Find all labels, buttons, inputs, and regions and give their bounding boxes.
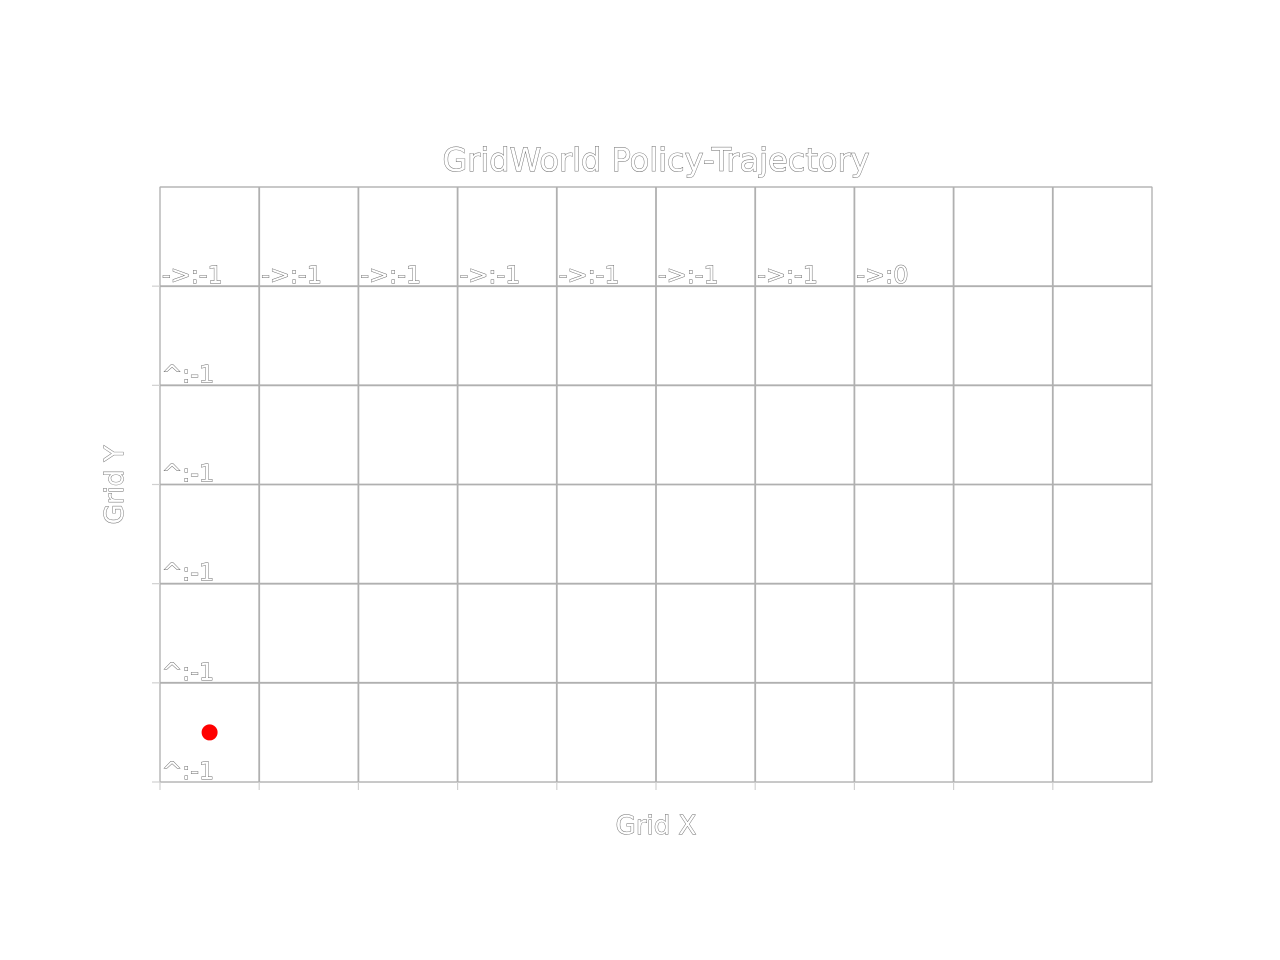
- policy-annotation: ->:0: [856, 261, 908, 289]
- policy-annotation: ^:-1: [162, 757, 214, 785]
- x-axis-label: Grid X: [616, 811, 697, 841]
- policy-annotation: ->:-1: [162, 261, 223, 289]
- policy-annotation: ->:-1: [559, 261, 620, 289]
- policy-annotation: ^:-1: [162, 460, 214, 488]
- policy-annotation: ->:-1: [460, 261, 521, 289]
- agent-marker: [201, 724, 218, 741]
- policy-annotation: ^:-1: [162, 559, 214, 587]
- policy-annotation: ^:-1: [162, 360, 214, 388]
- policy-annotation: ->:-1: [261, 261, 322, 289]
- y-axis-label: Grid Y: [100, 446, 130, 525]
- policy-annotation: ^:-1: [162, 658, 214, 686]
- plot-area: ^:-1 ^:-1 ^:-1 ^:-1 ^:-1 ->:-1 ->:-1 ->:-1 ->:-1…: [152, 186, 1153, 790]
- chart-title: GridWorld Policy-Trajectory: [442, 141, 869, 179]
- policy-annotation: ->:-1: [658, 261, 719, 289]
- policy-annotation: ->:-1: [360, 261, 421, 289]
- policy-annotation: ->:-1: [757, 261, 818, 289]
